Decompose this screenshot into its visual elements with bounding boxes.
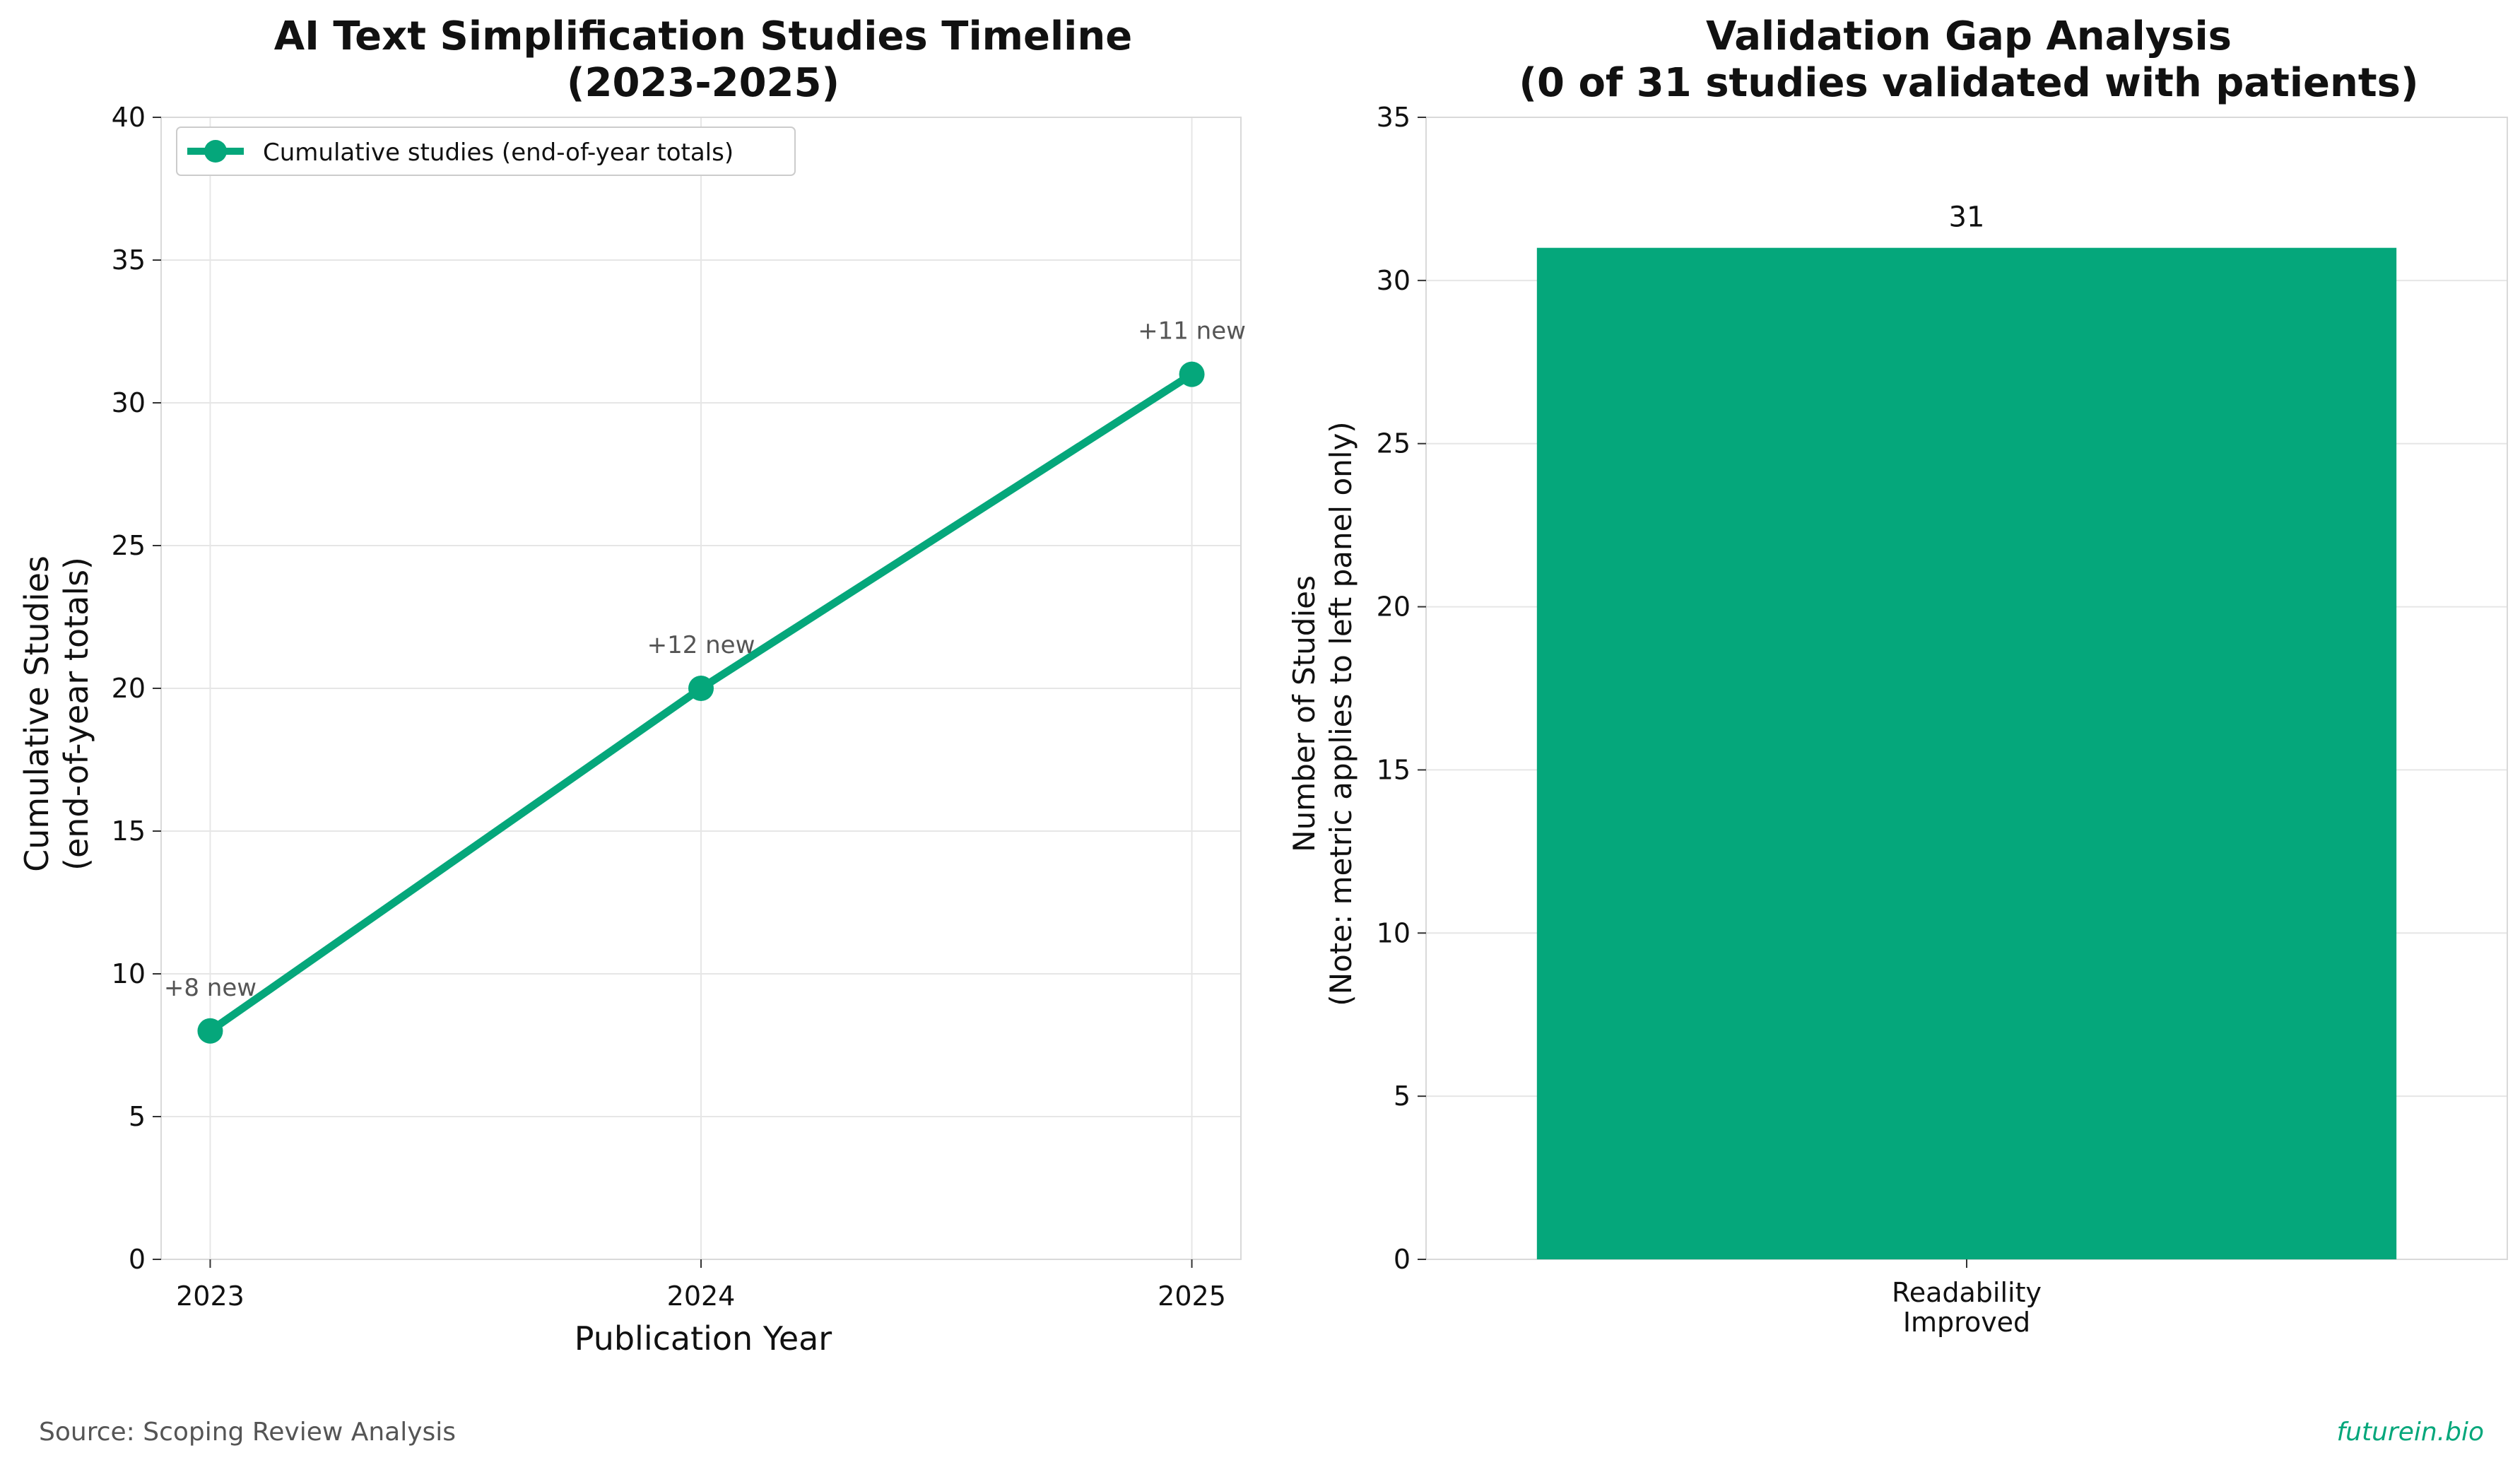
- y-tick-label: 25: [112, 530, 146, 561]
- y-tick-label: 20: [1377, 592, 1411, 623]
- legend-box: [176, 127, 796, 176]
- y-tick-label: 5: [1394, 1081, 1411, 1112]
- data-point: [197, 1018, 223, 1044]
- y-tick-label: 0: [1394, 1244, 1411, 1275]
- timeline-title: AI Text Simplification Studies Timeline: [274, 13, 1132, 59]
- y-tick-label: 30: [112, 387, 146, 418]
- bar: [1536, 247, 2397, 1260]
- timeline-x-axis-label: Publication Year: [575, 1319, 832, 1358]
- timeline-x-axis: 2023 2024 2025: [176, 1259, 1226, 1312]
- source-note: Source: Scoping Review Analysis: [39, 1418, 456, 1447]
- x-tick-label: Improved: [1903, 1307, 2030, 1338]
- validation-subtitle: (0 of 31 studies validated with patients…: [1519, 60, 2418, 106]
- validation-title: Validation Gap Analysis: [1706, 13, 2232, 59]
- point-annotation: +12 new: [647, 631, 755, 659]
- y-tick-label: 35: [112, 245, 146, 276]
- point-annotation: +11 new: [1138, 317, 1246, 346]
- y-tick-label: 35: [1377, 102, 1411, 133]
- brand-watermark: futurein.bio: [2336, 1418, 2484, 1447]
- timeline-annotations: +8 new +12 new +11 new: [164, 317, 1246, 1002]
- y-tick-label: 15: [1377, 754, 1411, 785]
- y-tick-label: 0: [129, 1244, 146, 1275]
- y-tick-label: 40: [112, 102, 146, 133]
- legend-marker-swatch: [204, 140, 227, 163]
- timeline-legend: Cumulative studies (end-of-year totals): [176, 127, 796, 176]
- y-tick-label: 15: [112, 816, 146, 847]
- validation-y-axis-label: Number of Studies: [1287, 575, 1321, 852]
- validation-bars: 31: [1536, 201, 2397, 1260]
- timeline-y-axis-label-note: (end-of-year totals): [57, 557, 95, 871]
- y-tick-label: 25: [1377, 428, 1411, 459]
- legend-label: Cumulative studies (end-of-year totals): [263, 139, 734, 167]
- y-tick-label: 10: [1377, 917, 1411, 948]
- timeline-series: [197, 361, 1205, 1044]
- y-tick-label: 30: [1377, 265, 1411, 296]
- y-tick-label: 20: [112, 673, 146, 704]
- x-tick-label: 2023: [176, 1281, 245, 1312]
- y-tick-label: 5: [129, 1101, 146, 1132]
- timeline-y-axis: 0 5 10 15 20 25 30 35 40: [112, 102, 161, 1275]
- timeline-y-axis-label: Cumulative Studies: [18, 555, 56, 872]
- point-annotation: +8 new: [164, 974, 257, 1002]
- x-tick-label: Readability: [1892, 1277, 2042, 1308]
- data-point: [1179, 361, 1205, 387]
- data-point: [688, 676, 714, 701]
- x-tick-label: 2025: [1158, 1281, 1226, 1312]
- x-tick-label: 2024: [667, 1281, 736, 1312]
- validation-y-axis: 0 5 10 15 20 25 30 35: [1377, 102, 1426, 1275]
- validation-y-axis-label-note: (Note: metric applies to left panel only…: [1324, 421, 1358, 1006]
- timeline-subtitle: (2023-2025): [567, 60, 840, 106]
- bar-data-label: 31: [1949, 201, 1985, 234]
- y-tick-label: 10: [112, 958, 146, 989]
